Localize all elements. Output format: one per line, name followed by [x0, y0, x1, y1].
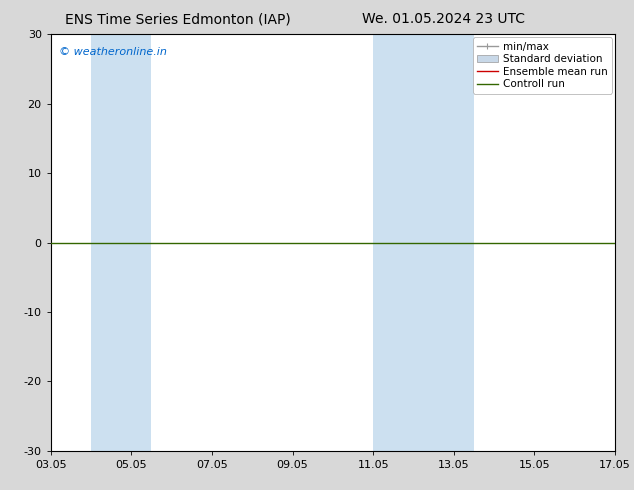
Text: We. 01.05.2024 23 UTC: We. 01.05.2024 23 UTC [362, 12, 526, 26]
Bar [91, 34, 152, 451]
Bar [373, 34, 474, 451]
Text: © weatheronline.in: © weatheronline.in [59, 47, 167, 57]
Legend: min/max, Standard deviation, Ensemble mean run, Controll run: min/max, Standard deviation, Ensemble me… [473, 37, 612, 94]
Text: ENS Time Series Edmonton (IAP): ENS Time Series Edmonton (IAP) [65, 12, 290, 26]
